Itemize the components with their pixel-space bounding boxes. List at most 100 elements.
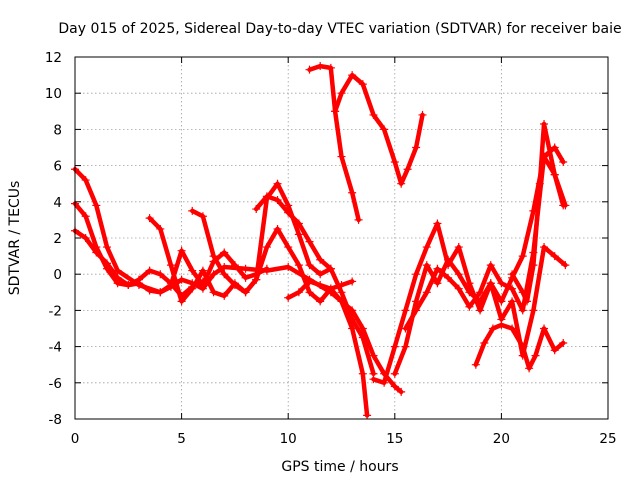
data-point [156, 288, 165, 297]
data-point [401, 306, 410, 315]
data-point [559, 157, 568, 166]
data-point [166, 281, 175, 290]
series-line [72, 166, 404, 395]
data-point [316, 281, 325, 290]
data-point [348, 324, 357, 333]
data-point [444, 255, 453, 264]
data-point [188, 284, 197, 293]
data-point [198, 266, 207, 275]
data-point [284, 243, 293, 252]
y-tick-label: -6 [49, 376, 62, 392]
data-point [209, 270, 218, 279]
x-axis-label: GPS time / hours [281, 459, 398, 475]
y-tick-label: 4 [53, 195, 62, 211]
x-tick-label: 0 [71, 431, 80, 447]
data-point [480, 338, 489, 347]
data-point [529, 306, 538, 315]
data-point [331, 107, 340, 116]
series-track-d [145, 214, 372, 420]
data-point [525, 364, 534, 373]
data-point [518, 252, 527, 261]
data-point [522, 297, 531, 306]
data-point [380, 125, 389, 134]
data-point [81, 176, 90, 185]
data-point [454, 243, 463, 252]
data-point [241, 273, 250, 282]
data-point [166, 261, 175, 270]
data-point [294, 230, 303, 239]
data-point [348, 188, 357, 197]
x-tick-label: 10 [280, 431, 297, 447]
data-point [337, 152, 346, 161]
data-point [113, 273, 122, 282]
x-tick-label: 25 [599, 431, 616, 447]
y-axis-label: SDTVAR / TECUs [7, 181, 23, 296]
data-point [369, 110, 378, 119]
data-point [518, 306, 527, 315]
data-point [156, 270, 165, 279]
series-track-n [508, 119, 568, 306]
data-point [337, 281, 346, 290]
y-tick-label: 6 [53, 159, 62, 175]
data-point [390, 382, 399, 391]
data-point [358, 324, 367, 333]
data-point [476, 306, 485, 315]
data-point [412, 143, 421, 152]
data-point [316, 255, 325, 264]
data-point [124, 281, 133, 290]
series-line [307, 63, 361, 223]
data-point [497, 320, 506, 329]
data-point [230, 261, 239, 270]
data-point [412, 306, 421, 315]
data-point [337, 288, 346, 297]
data-point [390, 342, 399, 351]
y-tick-label: 10 [45, 86, 62, 102]
data-point [326, 264, 335, 273]
data-point [422, 243, 431, 252]
data-point [81, 234, 90, 242]
chart-title: Day 015 of 2025, Sidereal Day-to-day VTE… [58, 21, 621, 37]
data-point [433, 219, 442, 228]
data-point [412, 270, 421, 279]
data-point [145, 286, 154, 295]
data-point [262, 192, 271, 201]
data-point [476, 288, 485, 297]
data-point [422, 261, 431, 270]
data-point [454, 284, 463, 293]
data-point [273, 195, 282, 204]
data-point [401, 342, 410, 351]
data-point [508, 297, 517, 306]
series-track-m [471, 320, 568, 373]
data-point [401, 324, 410, 333]
data-point [305, 65, 314, 74]
data-point [209, 288, 218, 297]
data-point [550, 252, 559, 261]
data-point [284, 201, 293, 210]
data-point [326, 284, 335, 293]
data-point [305, 237, 314, 246]
data-point [418, 110, 427, 119]
data-point [422, 288, 431, 297]
data-point [188, 206, 197, 215]
data-point [273, 179, 282, 188]
data-point [518, 288, 527, 297]
data-point [369, 375, 378, 384]
data-point [488, 324, 497, 333]
data-point [529, 261, 538, 270]
data-point [102, 243, 111, 252]
series-line [253, 194, 334, 272]
data-point [252, 205, 261, 214]
data-point [273, 224, 282, 233]
data-point [354, 215, 363, 224]
series-track-e [188, 179, 378, 378]
data-point [550, 170, 559, 179]
y-tick-label: 0 [53, 267, 62, 283]
data-point [177, 275, 186, 284]
data-point [284, 262, 293, 271]
data-point [177, 246, 186, 255]
data-point [305, 261, 314, 270]
data-point [363, 411, 372, 420]
data-point [337, 89, 346, 98]
